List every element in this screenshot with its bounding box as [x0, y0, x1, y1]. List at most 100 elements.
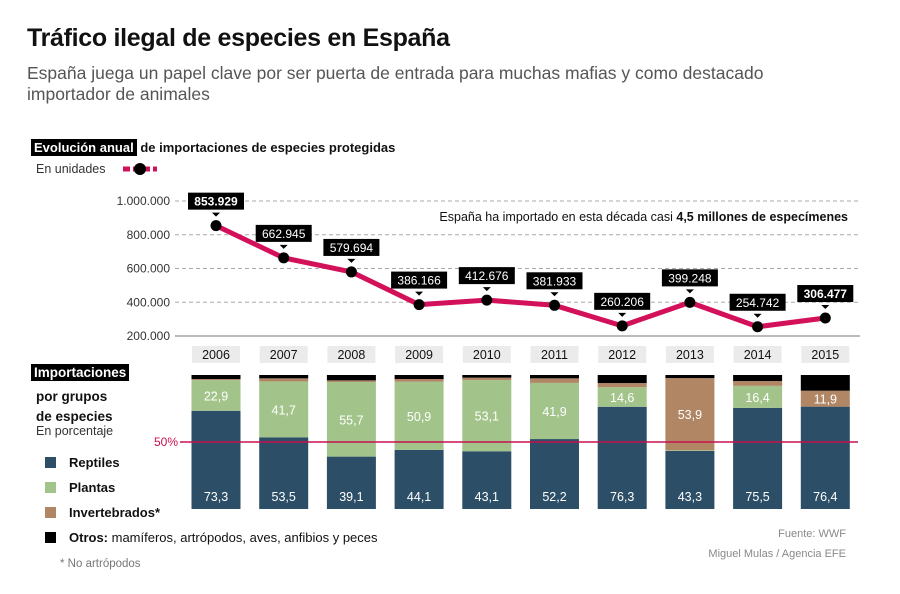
x-tick-label: 2015 — [811, 348, 839, 362]
bar-otros — [665, 375, 715, 379]
bar-chart-subtitle-line2: de especies — [36, 409, 113, 424]
value-label-pointer — [279, 244, 288, 249]
bar-value-label: 53,9 — [678, 408, 702, 422]
bar-otros — [530, 375, 579, 379]
bar-reptiles — [191, 410, 241, 509]
bar-reptiles — [665, 450, 715, 509]
value-label-box — [391, 271, 448, 289]
bar-value-label: 44,1 — [407, 490, 431, 504]
legend-swatch-plantas — [45, 482, 56, 493]
bar-plantas — [530, 382, 579, 440]
value-label-pointer — [550, 292, 559, 297]
year-label-box — [395, 346, 444, 363]
value-label-box — [188, 192, 244, 210]
line-chart-unit: En unidades — [36, 162, 106, 176]
y-tick-label: 1.000.000 — [117, 194, 171, 208]
value-label: 853.929 — [194, 195, 238, 209]
bar-value-label: 16,4 — [745, 391, 769, 405]
legend-label: Plantas — [69, 480, 116, 495]
legend-label: Otros: — [69, 530, 108, 545]
series-line — [214, 223, 826, 330]
bar-reptiles — [259, 437, 309, 509]
bar-chart-title-highlight: Importaciones — [31, 364, 130, 381]
bar-value-label: 52,2 — [542, 490, 566, 504]
value-label-box — [458, 267, 515, 285]
bar-value-label: 75,5 — [745, 490, 769, 504]
value-label: 386.166 — [397, 274, 441, 288]
bar-reptiles — [326, 456, 376, 509]
legend-label-detail: mamíferos, artrópodos, aves, anfibios y … — [108, 530, 378, 545]
data-point — [684, 296, 696, 308]
bar-chart-subtitle-line1: por grupos — [36, 389, 108, 404]
footnote: * No artrópodos — [60, 558, 141, 570]
data-point — [481, 294, 493, 306]
value-label-pointer — [415, 291, 424, 296]
bar-chart-subtitle: por grupos de especies — [36, 387, 113, 427]
legend-item-otros: Otros: mamíferos, artrópodos, aves, anfi… — [45, 530, 378, 545]
bar-invertebrados — [530, 378, 579, 383]
data-point — [413, 299, 425, 311]
reference-label: 50% — [154, 435, 178, 449]
bar-value-label: 76,4 — [813, 490, 837, 504]
line-legend-icon — [123, 163, 157, 175]
bar-reptiles — [800, 406, 850, 509]
line-chart-title-rest: de importaciones de especies protegidas — [140, 140, 396, 155]
bar-value-label: 53,5 — [272, 490, 296, 504]
bar-plantas — [733, 385, 783, 408]
year-label-box — [530, 346, 579, 363]
x-tick-label: 2009 — [405, 348, 433, 362]
legend-item-invertebrados: Invertebrados* — [45, 505, 160, 520]
x-tick-label: 2012 — [608, 348, 636, 362]
bar-value-label: 14,6 — [610, 391, 634, 405]
bar-invertebrados — [800, 390, 850, 407]
bar-reptiles — [597, 406, 647, 509]
bar-invertebrados — [259, 378, 309, 382]
value-label-pointer — [482, 287, 491, 292]
annotation: España ha importado en esta década casi … — [439, 210, 848, 224]
line-chart-title: Evolución anual de importaciones de espe… — [31, 139, 396, 156]
bar-otros — [462, 375, 512, 378]
bar-otros — [259, 375, 309, 379]
y-tick-label: 400.000 — [127, 295, 171, 309]
bar-otros — [394, 375, 444, 380]
bar-invertebrados — [191, 379, 241, 381]
value-label-box — [323, 238, 380, 256]
credit: Miguel Mulas / Agencia EFE — [708, 548, 846, 560]
year-label-box — [192, 346, 240, 363]
value-label-pointer — [347, 258, 356, 263]
x-tick-label: 2007 — [270, 348, 298, 362]
data-point — [278, 252, 290, 264]
bar-reptiles — [462, 451, 512, 509]
value-label: 381.933 — [533, 274, 577, 288]
bar-reptiles — [394, 449, 444, 509]
bar-invertebrados — [394, 379, 444, 382]
value-label: 260.206 — [601, 295, 645, 309]
value-label-pointer — [212, 212, 220, 217]
bar-invertebrados — [597, 383, 647, 388]
source: Fuente: WWF — [778, 528, 846, 540]
bar-invertebrados — [326, 380, 376, 382]
value-label-box — [797, 285, 854, 303]
bar-chart-unit: En porcentaje — [36, 424, 114, 438]
value-label-box — [255, 224, 312, 242]
data-point — [752, 321, 764, 333]
value-label-pointer — [821, 305, 830, 310]
legend-swatch-invertebrados — [45, 507, 56, 518]
bar-value-label: 39,1 — [339, 490, 363, 504]
value-label-pointer — [618, 312, 627, 317]
bar-chart-title: Importaciones — [31, 364, 130, 381]
bar-otros — [733, 375, 783, 382]
x-tick-label: 2010 — [473, 348, 501, 362]
value-label-box — [729, 293, 786, 311]
bar-plantas — [191, 380, 241, 411]
bar-value-label: 43,3 — [678, 490, 702, 504]
bar-value-label: 43,1 — [475, 490, 499, 504]
value-label: 412.676 — [465, 269, 509, 283]
value-label-pointer — [685, 289, 694, 294]
data-point — [549, 299, 560, 311]
bar-plantas — [597, 387, 647, 407]
bar-value-label: 41,9 — [542, 405, 566, 419]
year-label-box — [733, 346, 782, 363]
y-tick-label: 200.000 — [127, 329, 171, 343]
